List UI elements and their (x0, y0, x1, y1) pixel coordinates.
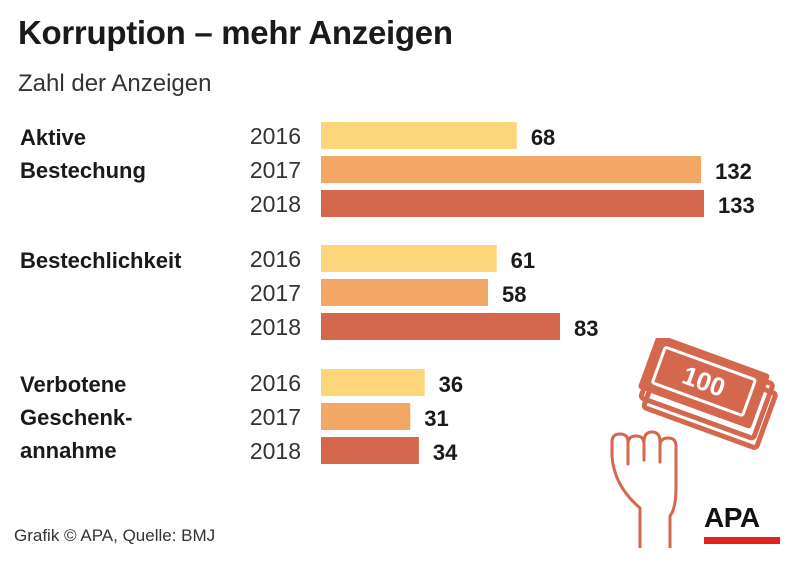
bar-2017 (321, 156, 702, 183)
bar-2016 (321, 245, 497, 272)
source-note: Grafik © APA, Quelle: BMJ (14, 526, 216, 545)
year-label: 2018 (250, 314, 301, 340)
apa-logo-text: APA (704, 502, 760, 533)
apa-logo: APA (704, 502, 780, 546)
bar-2016 (321, 369, 425, 396)
bar-2018 (321, 190, 704, 217)
year-label: 2018 (250, 438, 301, 464)
group-label: Bestechlichkeit (20, 248, 182, 273)
value-label: 68 (531, 125, 555, 150)
year-label: 2017 (250, 280, 301, 306)
hand-icon (610, 430, 678, 548)
value-label: 133 (718, 193, 755, 218)
chart-subtitle: Zahl der Anzeigen (18, 70, 212, 97)
value-label: 34 (433, 440, 458, 465)
value-label: 31 (424, 406, 448, 431)
year-label: 2017 (250, 157, 301, 183)
apa-logo-bar (704, 537, 780, 544)
year-label: 2017 (250, 404, 301, 430)
bar-2017 (321, 279, 489, 306)
banknote-icon: 100 (638, 338, 778, 450)
bar-2017 (321, 403, 411, 430)
year-label: 2016 (250, 123, 301, 149)
value-label: 83 (574, 316, 598, 341)
group-label: Verbotene Geschenk-annahme (20, 372, 133, 463)
value-label: 36 (439, 372, 463, 397)
year-label: 2016 (250, 370, 301, 396)
bar-2018 (321, 313, 561, 340)
bar-2016 (321, 122, 517, 149)
chart-title: Korruption – mehr Anzeigen (18, 14, 453, 51)
year-label: 2016 (250, 246, 301, 272)
hand-and-money-icon: 100 (610, 338, 778, 548)
value-label: 132 (715, 159, 752, 184)
group-label: Aktive Bestechung (20, 125, 146, 183)
value-label: 58 (502, 282, 526, 307)
year-label: 2018 (250, 191, 301, 217)
bar-2018 (321, 437, 419, 464)
value-label: 61 (511, 248, 535, 273)
